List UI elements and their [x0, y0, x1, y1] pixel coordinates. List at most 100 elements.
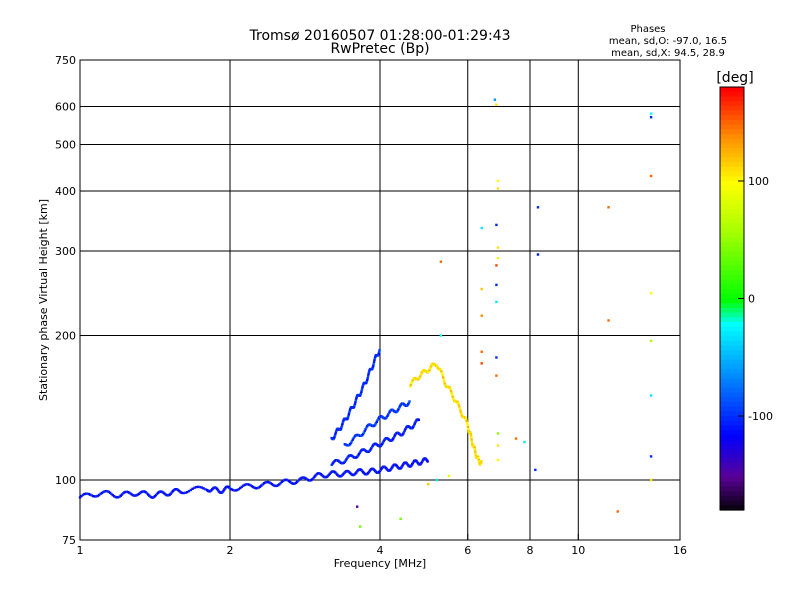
data-point [495, 283, 498, 287]
colorbar-segment [720, 213, 744, 220]
data-point [102, 490, 105, 494]
data-point [187, 489, 191, 493]
colorbar-segment [720, 185, 744, 191]
data-point [440, 371, 444, 375]
data-point [428, 368, 431, 372]
data-point [284, 478, 287, 481]
colorbar-segment [720, 448, 744, 455]
data-point [126, 490, 130, 494]
data-point [536, 206, 540, 209]
data-point [496, 444, 500, 447]
y-tick-label: 500 [55, 139, 76, 152]
data-point [457, 403, 460, 406]
x-tick-label: 10 [571, 544, 585, 557]
data-point [360, 388, 364, 392]
data-point [347, 413, 351, 416]
data-point [649, 292, 653, 295]
data-point [110, 492, 113, 496]
data-point [457, 402, 460, 405]
data-point [397, 406, 401, 410]
data-point [262, 482, 266, 485]
x-axis-label: Frequency [MHz] [334, 557, 426, 570]
data-point [92, 494, 95, 498]
colorbar-segment [720, 416, 744, 422]
data-point [89, 493, 92, 496]
data-point [269, 482, 272, 485]
data-point [466, 425, 470, 429]
x-tick-label: 1 [77, 544, 84, 557]
data-point [125, 490, 129, 493]
colorbar-segment [720, 401, 744, 408]
data-point [370, 447, 373, 450]
data-point [367, 373, 370, 376]
data-point [495, 356, 498, 359]
data-point [452, 397, 455, 400]
data-point [409, 383, 413, 386]
data-point [466, 423, 469, 427]
data-point [253, 486, 256, 490]
data-point [348, 411, 351, 414]
data-point [228, 487, 232, 490]
data-point [382, 439, 385, 443]
data-point [189, 488, 193, 492]
data-point [465, 419, 468, 423]
data-point [496, 458, 500, 462]
data-point [363, 429, 366, 433]
colorbar-segment [720, 204, 744, 210]
colorbar-segment [720, 453, 744, 459]
data-point [374, 423, 377, 426]
data-point [372, 362, 375, 366]
data-point [480, 314, 483, 317]
data-point [107, 490, 110, 494]
data-point [459, 409, 462, 412]
data-point [115, 496, 118, 499]
data-point [470, 436, 473, 439]
data-point [358, 451, 361, 455]
data-point [417, 418, 420, 422]
data-point [250, 485, 254, 488]
data-point [361, 386, 364, 390]
y-tick-label: 750 [55, 54, 76, 67]
colorbar-segment [720, 336, 744, 342]
data-point [333, 435, 336, 438]
data-point [362, 431, 366, 434]
data-point [353, 404, 356, 407]
colorbar-segment [720, 209, 744, 215]
data-point [418, 375, 422, 378]
colorbar-segment [720, 237, 744, 243]
data-point [607, 206, 610, 209]
data-point [90, 494, 93, 497]
data-point [407, 401, 411, 405]
colorbar-segment [720, 91, 744, 97]
data-point [404, 427, 407, 431]
data-point [93, 495, 96, 498]
data-point [495, 223, 498, 227]
data-point [260, 484, 263, 487]
data-point [129, 492, 132, 495]
colorbar-segment [720, 138, 744, 144]
colorbar-tick-label: 0 [748, 293, 755, 306]
data-point [108, 491, 112, 494]
colorbar-segment [720, 176, 744, 182]
data-point [354, 398, 358, 402]
data-point [193, 486, 196, 489]
colorbar-segment [720, 477, 744, 483]
data-point [427, 483, 430, 486]
data-point [649, 174, 653, 178]
data-point [231, 488, 235, 492]
data-point [256, 486, 259, 490]
x-tick-label: 4 [377, 544, 384, 557]
x-axis-ticks: 1 2 4 6 8 10 16 [77, 534, 687, 557]
data-point [257, 486, 260, 489]
colorbar-segment [720, 387, 744, 394]
data-point [381, 441, 385, 444]
data-point [331, 462, 334, 465]
data-point [348, 442, 352, 446]
data-point [496, 187, 500, 190]
data-point [83, 492, 86, 496]
data-point [370, 445, 374, 449]
data-point [372, 364, 375, 367]
data-point [480, 362, 483, 365]
x-tick-label: 16 [673, 544, 687, 557]
colorbar-segment [720, 242, 744, 248]
